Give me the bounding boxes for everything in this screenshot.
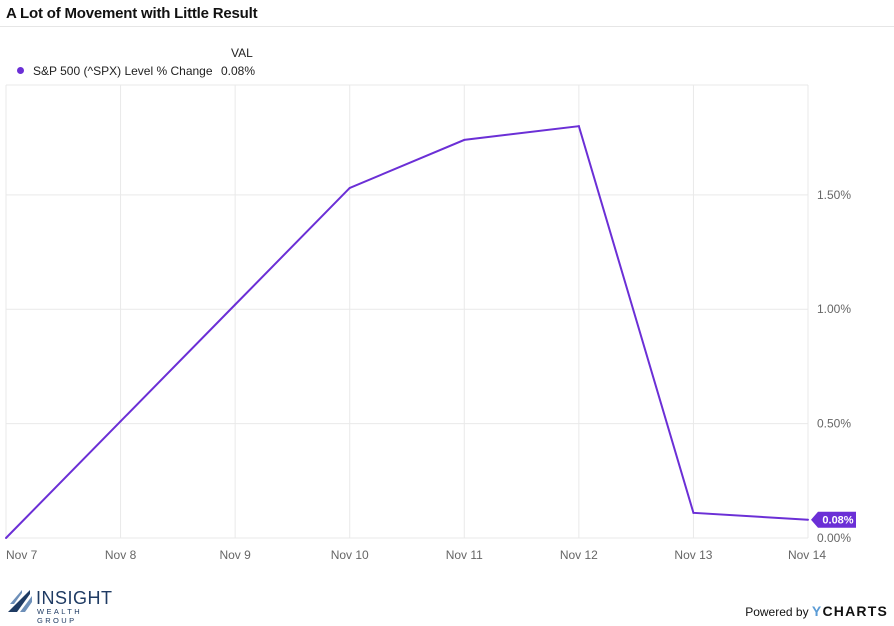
data-point	[577, 125, 580, 128]
data-point	[348, 186, 351, 189]
ycharts-rest: CHARTS	[822, 603, 888, 619]
x-tick-label: Nov 9	[219, 548, 251, 562]
data-point	[692, 511, 695, 514]
powered-by-label: Powered by	[745, 605, 809, 619]
legend-column-header: VAL	[231, 46, 253, 60]
last-value-text: 0.08%	[822, 515, 853, 527]
data-point	[807, 518, 809, 521]
x-tick-label: Nov 11	[446, 548, 483, 562]
vertical-gridlines	[5, 85, 809, 538]
x-tick-label: Nov 7	[6, 548, 38, 562]
x-tick-label: Nov 13	[674, 548, 712, 562]
legend-series-name: S&P 500 (^SPX) Level % Change	[33, 64, 213, 78]
last-value-flag	[811, 511, 856, 528]
y-tick-label: 1.00%	[817, 302, 851, 316]
x-tick-label: Nov 12	[560, 548, 598, 562]
y-tick-labels: 0.00% 0.50% 1.00% 1.50%	[817, 188, 851, 545]
horizontal-gridlines	[6, 84, 808, 539]
ycharts-brand: YCHARTS	[812, 603, 888, 619]
insight-logo: INSIGHT WEALTH GROUP	[8, 588, 118, 625]
y-tick-label: 0.50%	[817, 417, 851, 431]
series-group	[5, 125, 809, 539]
logo-mark-icon	[8, 590, 32, 612]
logo-subtitle: WEALTH GROUP	[37, 607, 83, 625]
chart-title: A Lot of Movement with Little Result	[6, 5, 258, 22]
data-point	[5, 537, 7, 539]
x-tick-label: Nov 10	[331, 548, 369, 562]
y-tick-label: 0.00%	[817, 531, 851, 545]
title-divider	[0, 26, 894, 27]
x-tick-label: Nov 8	[105, 548, 137, 562]
legend-marker-icon	[17, 67, 24, 74]
last-value-label: 0.08%	[811, 511, 856, 528]
y-tick-label: 1.50%	[817, 188, 851, 202]
ycharts-y: Y	[811, 603, 823, 619]
logo-name: INSIGHT	[36, 588, 113, 608]
data-point	[463, 138, 466, 141]
line-chart: Nov 7 Nov 8 Nov 9 Nov 10 Nov 11 Nov 12 Nov 13 N…	[5, 84, 856, 562]
x-tick-label: Nov 14	[788, 548, 826, 562]
legend-series-value: 0.08%	[221, 64, 256, 78]
x-tick-labels: Nov 7 Nov 8 Nov 9 Nov 10 Nov 11 Nov 12 Nov 13 N…	[6, 548, 826, 562]
powered-by-ycharts[interactable]: Powered by YCHARTS	[745, 603, 888, 619]
data-point	[119, 420, 122, 423]
data-point	[234, 303, 237, 306]
series-line	[5, 125, 809, 539]
